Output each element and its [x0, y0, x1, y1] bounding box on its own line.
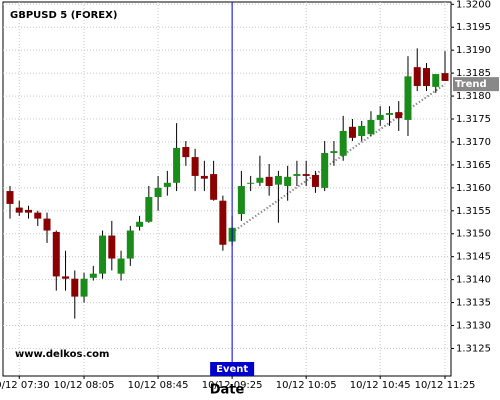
candle-body — [25, 209, 33, 213]
candle-body — [62, 276, 70, 279]
trend-label: Trend — [455, 79, 487, 90]
x-tick-label: 10/12 10:05 — [276, 380, 337, 391]
candle-body — [404, 76, 412, 120]
candle-body — [163, 182, 171, 187]
candle-body — [219, 200, 227, 245]
x-tick-label: 10/12 11:25 — [415, 380, 476, 391]
x-tick-label: 10/12 07:30 — [0, 380, 50, 391]
candle-body — [348, 126, 356, 138]
candle-body — [330, 151, 338, 153]
candle-body — [247, 182, 255, 184]
candle-body — [89, 273, 97, 278]
candle-body — [376, 114, 384, 120]
candle-body — [413, 67, 421, 86]
candle-body — [80, 278, 88, 297]
y-tick-label: 1.3180 — [456, 91, 491, 102]
event-label: Event — [216, 364, 248, 375]
y-tick-label: 1.3195 — [456, 22, 491, 33]
candle-body — [191, 157, 199, 176]
candle-body — [237, 186, 245, 215]
candle-body — [256, 177, 264, 183]
y-tick-label: 1.3160 — [456, 183, 491, 194]
x-tick-label: 10/12 08:45 — [128, 380, 189, 391]
candle-body — [154, 187, 162, 198]
candle-body — [117, 258, 125, 274]
candle-body — [395, 112, 403, 119]
candle-body — [302, 174, 310, 176]
trend-label-box — [453, 77, 499, 92]
candle-body — [173, 147, 181, 183]
y-tick-label: 1.3190 — [456, 45, 491, 56]
event-label-box — [210, 362, 255, 376]
candle-body — [99, 235, 107, 274]
candle-body — [200, 175, 208, 179]
y-tick-label: 1.3135 — [456, 298, 491, 309]
x-tick-label: 10/12 08:05 — [54, 380, 115, 391]
candle-body — [265, 176, 273, 187]
candle-body — [432, 74, 440, 87]
y-tick-label: 1.3185 — [456, 68, 491, 79]
candle-body — [182, 147, 190, 158]
candle-body — [311, 175, 319, 187]
y-tick-label: 1.3165 — [456, 160, 491, 171]
watermark: www.delkos.com — [15, 349, 109, 360]
candle-body — [108, 235, 116, 259]
x-axis-label: Date — [210, 383, 245, 398]
y-tick-label: 1.3145 — [456, 252, 491, 263]
candle-body — [15, 207, 23, 213]
trend-line — [231, 83, 446, 234]
candle-body — [284, 176, 292, 187]
y-tick-label: 1.3125 — [456, 343, 491, 354]
candle-body — [422, 68, 430, 86]
y-tick-label: 1.3200 — [456, 0, 491, 10]
y-tick-label: 1.3170 — [456, 137, 491, 148]
candle-body — [126, 230, 134, 259]
candle-body — [71, 278, 79, 297]
y-tick-label: 1.3150 — [456, 229, 491, 240]
candle-body — [145, 197, 153, 222]
candle-body — [136, 221, 144, 227]
candle-body — [274, 175, 282, 185]
candle-body — [34, 212, 42, 219]
y-tick-label: 1.3140 — [456, 275, 491, 286]
y-tick-label: 1.3130 — [456, 321, 491, 332]
candle-body — [358, 125, 366, 136]
candle-body — [321, 152, 329, 188]
y-tick-label: 1.3175 — [456, 114, 491, 125]
candle-body — [293, 174, 301, 176]
candle-body — [385, 113, 393, 115]
plot-frame — [2, 1, 452, 377]
y-tick-label: 1.3155 — [456, 206, 491, 217]
chart-title: GBPUSD 5 (FOREX) — [10, 10, 117, 21]
candle-body — [43, 218, 51, 231]
candle-body — [52, 231, 60, 277]
candle-body — [210, 174, 218, 200]
candle-body — [441, 73, 449, 81]
x-tick-label: 10/12 10:45 — [350, 380, 411, 391]
candle-body — [6, 191, 14, 204]
x-tick-label: 10/12 09:25 — [202, 380, 263, 391]
candle-body — [367, 119, 375, 135]
candle-body — [339, 130, 347, 156]
